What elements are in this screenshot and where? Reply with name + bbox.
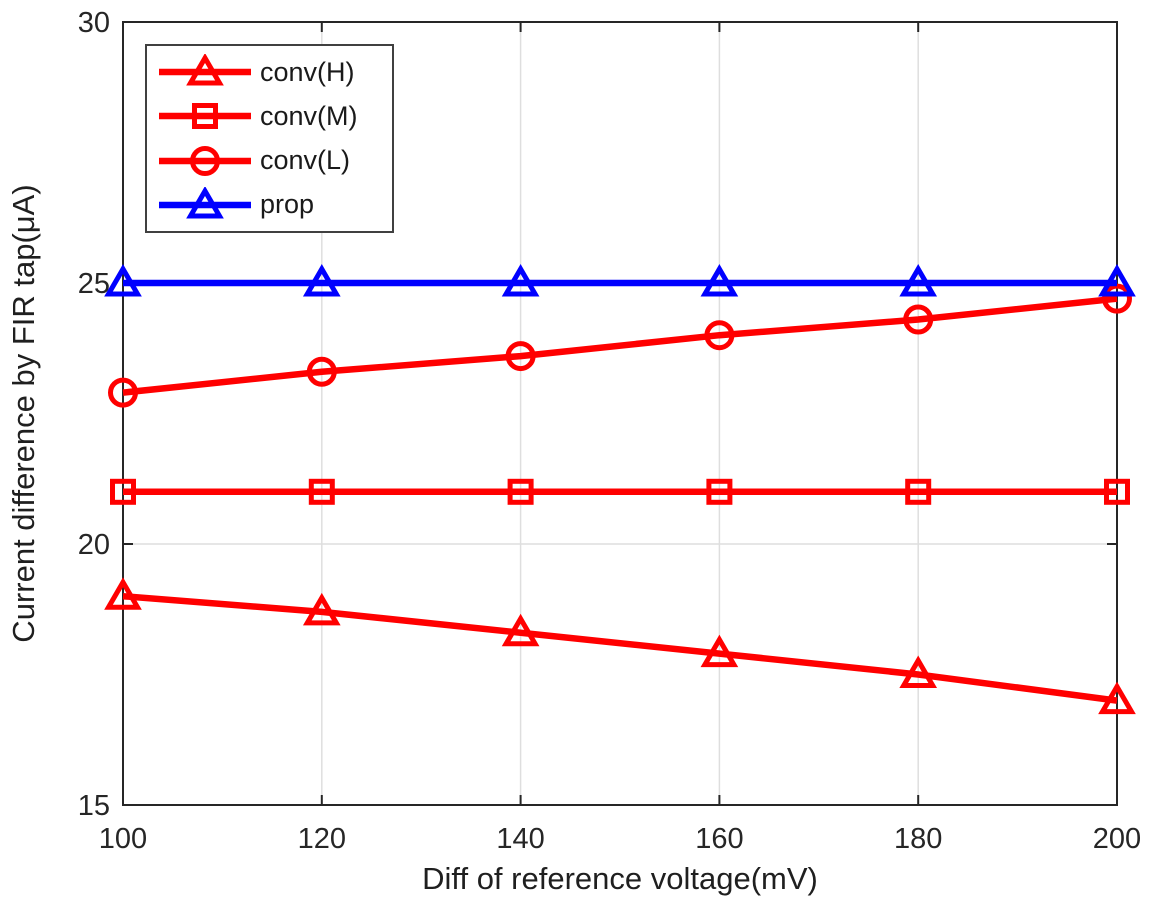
circle-marker [505,341,536,372]
triangle-marker [302,592,341,626]
triangle-marker [899,264,938,297]
legend-line-sample-conv-m [159,103,251,130]
x-tick-label: 200 [1093,823,1141,855]
legend-item-conv-h: conv(H) [157,54,392,90]
y-axis-label: Current difference by FIR tap(μA) [6,184,41,643]
triangle-marker [104,577,142,610]
legend-label-conv-m: conv(M) [260,100,358,131]
legend-label-conv-l: conv(L) [260,145,351,176]
circle-marker [108,377,138,408]
y-tick-label: 20 [78,529,110,561]
legend: conv(H) conv(M) conv(L) prop [145,44,394,233]
legend-line-sample-conv-l [159,145,251,176]
square-marker [507,478,534,505]
tick-labels: 100 120 140 160 180 200 15 20 25 30 [78,7,1141,855]
triangle-marker [1098,264,1136,297]
series-conv(M) [110,478,1130,505]
series-line [122,592,1118,704]
y-tick-label: 30 [78,7,110,39]
legend-line-sample-prop [159,186,251,219]
x-tick-label: 180 [894,823,942,855]
triangle-marker [186,54,224,86]
triangle-marker [104,264,142,297]
triangle-marker [700,264,739,297]
triangle-marker [186,186,224,219]
legend-label-conv-h: conv(H) [260,56,355,87]
square-marker [905,478,932,505]
triangle-marker [899,655,938,688]
series-conv(H) [104,577,1136,715]
legend-item-conv-m: conv(M) [157,98,392,134]
square-marker [308,478,335,505]
x-tick-label: 160 [695,823,743,855]
y-tick-label: 25 [78,268,110,300]
legend-item-conv-l: conv(L) [157,143,392,179]
square-marker [110,478,136,505]
square-marker [1104,478,1130,505]
axes-box [122,21,1118,806]
series-line [122,295,1118,396]
triangle-marker [1098,681,1136,715]
legend-label-prop: prop [260,189,315,220]
x-tick-label: 120 [298,823,346,855]
y-tick-label: 15 [78,790,110,822]
circle-marker [190,145,220,176]
circle-marker [704,320,735,351]
triangle-marker [302,264,341,297]
circle-marker [903,304,934,335]
x-tick-label: 100 [99,823,147,855]
series-prop [104,264,1136,297]
triangle-marker [501,264,540,297]
legend-line-sample-conv-h [159,54,251,86]
triangle-marker [700,634,739,668]
square-marker [706,478,733,505]
x-axis-label: Diff of reference voltage(mV) [422,861,818,896]
circle-marker [306,356,337,387]
triangle-marker [501,613,540,647]
series-conv(L) [108,283,1132,408]
square-marker [192,103,218,130]
legend-item-prop: prop [157,186,392,223]
x-tick-label: 140 [496,823,544,855]
